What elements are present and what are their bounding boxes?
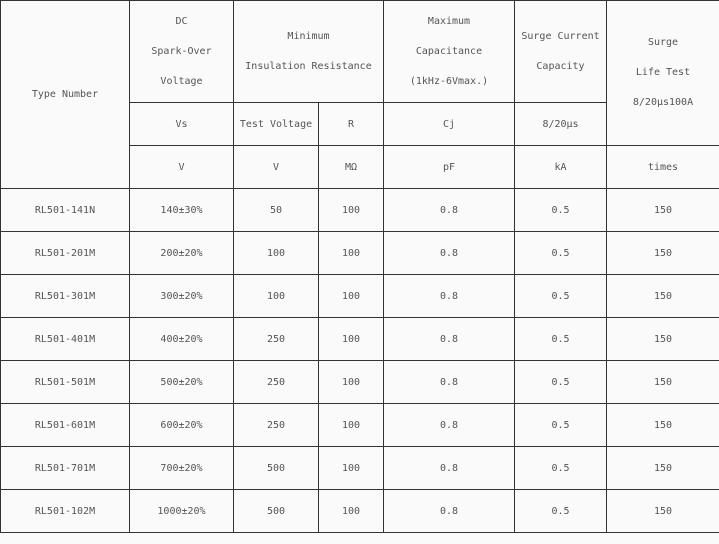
header-line: 8/20μs100A [632,97,694,108]
cell-life-test: 150 [606,403,719,447]
cell-type-number: RL501-201M [0,231,130,275]
unit-vs: V [129,145,234,189]
cell-type-number: RL501-301M [0,274,130,318]
cell-life-test: 150 [606,231,719,275]
cell-life-test: 150 [606,360,719,404]
cell-resistance: 100 [318,403,384,447]
cell-spark-over-voltage: 300±20% [129,274,234,318]
unit-test-voltage: V [233,145,319,189]
cell-resistance: 100 [318,188,384,232]
header-surge-current: Surge Current Capacity [514,0,607,103]
header-type-number: Type Number [0,0,130,189]
cell-type-number: RL501-102M [0,489,130,533]
unit-r: MΩ [318,145,384,189]
cell-capacitance: 0.8 [383,403,515,447]
table-row: RL501-141N 140±30% 50 100 0.8 0.5 150 [0,188,719,232]
symbol-r: R [318,102,384,146]
cell-spark-over-voltage: 200±20% [129,231,234,275]
unit-surge: kA [514,145,607,189]
cell-spark-over-voltage: 700±20% [129,446,234,490]
cell-resistance: 100 [318,360,384,404]
cell-type-number: RL501-701M [0,446,130,490]
header-line: Capacitance [415,45,483,57]
table-row: RL501-201M 200±20% 100 100 0.8 0.5 150 [0,231,719,275]
cell-surge-current: 0.5 [514,489,607,533]
header-line: Capacity [536,60,585,72]
unit-cj: pF [383,145,515,189]
cell-capacitance: 0.8 [383,317,515,361]
symbol-test-voltage: Test Voltage [233,102,319,146]
cell-spark-over-voltage: 140±30% [129,188,234,232]
header-row-units: V V MΩ pF kA times [1,145,719,189]
cell-resistance: 100 [318,274,384,318]
header-row-2: Vs Test Voltage R Cj 8/20μs [1,102,719,146]
table-row: RL501-501M 500±20% 250 100 0.8 0.5 150 [0,360,719,404]
cell-spark-over-voltage: 400±20% [129,317,234,361]
header-max-capacitance: Maximum Capacitance (1kHz-6Vmax.) [383,0,515,103]
cell-test-voltage: 500 [233,446,319,490]
table-row: RL501-102M 1000±20% 500 100 0.8 0.5 150 [0,489,719,533]
cell-life-test: 150 [606,446,719,490]
header-min-insulation: Minimum Insulation Resistance [233,0,384,103]
header-line: DC [175,15,188,27]
cell-type-number: RL501-501M [0,360,130,404]
cell-spark-over-voltage: 600±20% [129,403,234,447]
cell-test-voltage: 50 [233,188,319,232]
cell-type-number: RL501-401M [0,317,130,361]
header-line: Life Test [635,67,691,78]
cell-surge-current: 0.5 [514,274,607,318]
cell-surge-current: 0.5 [514,317,607,361]
cell-life-test: 150 [606,317,719,361]
header-surge-life: Surge Life Test 8/20μs100A [606,0,719,146]
cell-test-voltage: 100 [233,274,319,318]
cell-resistance: 100 [318,446,384,490]
cell-surge-current: 0.5 [514,446,607,490]
cell-surge-current: 0.5 [514,360,607,404]
cell-test-voltage: 250 [233,360,319,404]
cell-resistance: 100 [318,317,384,361]
cell-type-number: RL501-141N [0,188,130,232]
cell-test-voltage: 500 [233,489,319,533]
cell-life-test: 150 [606,188,719,232]
cell-life-test: 150 [606,274,719,318]
unit-life: times [606,145,719,189]
spec-table: Type Number DC Spark-Over Voltage Minimum I… [0,0,719,533]
cell-resistance: 100 [318,489,384,533]
cell-test-voltage: 100 [233,231,319,275]
symbol-vs: Vs [129,102,234,146]
cell-surge-current: 0.5 [514,188,607,232]
header-line: Surge Current [521,30,600,42]
cell-capacitance: 0.8 [383,360,515,404]
cell-test-voltage: 250 [233,317,319,361]
cell-life-test: 150 [606,489,719,533]
header-line: (1kHz-6Vmax.) [409,75,489,87]
cell-surge-current: 0.5 [514,403,607,447]
header-line: Voltage [160,75,203,87]
cell-surge-current: 0.5 [514,231,607,275]
header-line: Insulation Resistance [245,60,372,72]
table-row: RL501-401M 400±20% 250 100 0.8 0.5 150 [0,317,719,361]
table-body: RL501-141N 140±30% 50 100 0.8 0.5 150 RL501-201… [0,188,719,533]
cell-spark-over-voltage: 1000±20% [129,489,234,533]
cell-type-number: RL501-601M [0,403,130,447]
cell-capacitance: 0.8 [383,274,515,318]
cell-capacitance: 0.8 [383,188,515,232]
symbol-cj: Cj [383,102,515,146]
header-row-1: Type Number DC Spark-Over Voltage Minimum I… [0,0,719,189]
cell-capacitance: 0.8 [383,446,515,490]
header-line: Maximum [427,15,471,27]
cell-capacitance: 0.8 [383,231,515,275]
table-row: RL501-701M 700±20% 500 100 0.8 0.5 150 [0,446,719,490]
header-line: Minimum [287,30,330,42]
table-row: RL501-301M 300±20% 100 100 0.8 0.5 150 [0,274,719,318]
header-dc-spark-over: DC Spark-Over Voltage [129,0,234,103]
header-line: Surge [647,37,679,48]
symbol-surge: 8/20μs [514,102,607,146]
cell-spark-over-voltage: 500±20% [129,360,234,404]
cell-resistance: 100 [318,231,384,275]
cell-test-voltage: 250 [233,403,319,447]
cell-capacitance: 0.8 [383,489,515,533]
table-row: RL501-601M 600±20% 250 100 0.8 0.5 150 [0,403,719,447]
header-line: Spark-Over [151,45,212,57]
